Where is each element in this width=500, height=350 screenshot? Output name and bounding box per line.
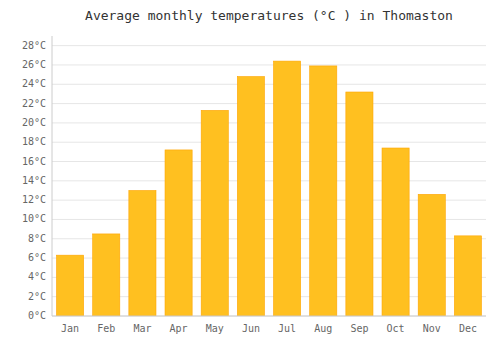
y-tick-label: 10°C: [22, 213, 46, 224]
grid: [52, 46, 486, 316]
y-tick-label: 18°C: [22, 136, 46, 147]
grid-line: [52, 64, 486, 65]
grid-line: [52, 316, 486, 317]
x-tick-label: Aug: [314, 323, 332, 334]
bar: [454, 236, 481, 316]
x-tick-label: Jun: [242, 323, 260, 334]
x-axis-line: [52, 316, 486, 317]
bar: [346, 92, 373, 316]
title: Average monthly temperatures (°C ) in Th…: [85, 8, 453, 23]
y-tick-label: 24°C: [22, 78, 46, 89]
chart: 0°C 2°C 4°C 6°C 8°C 10°C 12°C 14°C 16°C 18°C 20°C 2…: [0, 0, 500, 350]
y-tick-label: 4°C: [28, 271, 46, 282]
grid-line: [52, 122, 486, 123]
x-tick-label: Oct: [387, 323, 405, 334]
bar: [165, 150, 192, 316]
y-axis: 0°C 2°C 4°C 6°C 8°C 10°C 12°C 14°C 16°C 18°C 20°C 2…: [22, 36, 52, 321]
bar: [237, 77, 264, 316]
y-tick-label: 20°C: [22, 117, 46, 128]
y-tick-label: 8°C: [28, 233, 46, 244]
y-axis-line: [52, 36, 53, 316]
bar: [418, 194, 445, 316]
bar: [57, 255, 84, 316]
bar: [129, 190, 156, 316]
x-tick-label: Jul: [278, 323, 296, 334]
grid-line: [52, 180, 486, 181]
bar: [93, 234, 120, 316]
x-tick-label: Sep: [350, 323, 368, 334]
x-tick-label: Apr: [170, 323, 188, 334]
y-tick-label: 22°C: [22, 98, 46, 109]
y-tick-label: 0°C: [28, 310, 46, 321]
bar: [310, 66, 337, 316]
grid-line: [52, 84, 486, 85]
x-tick-label: Jan: [61, 323, 79, 334]
bar: [274, 61, 301, 316]
y-tick-label: 12°C: [22, 194, 46, 205]
bar: [201, 110, 228, 316]
x-tick-label: Feb: [97, 323, 115, 334]
x-tick-label: Dec: [459, 323, 477, 334]
grid-line: [52, 161, 486, 162]
x-tick-label: May: [206, 323, 224, 334]
grid-line: [52, 45, 486, 46]
y-tick-label: 6°C: [28, 252, 46, 263]
y-tick-label: 14°C: [22, 175, 46, 186]
y-tick-label: 2°C: [28, 291, 46, 302]
x-tick-label: Mar: [133, 323, 151, 334]
y-tick-label: 26°C: [22, 59, 46, 70]
y-tick-label: 16°C: [22, 156, 46, 167]
x-tick-label: Nov: [423, 323, 441, 334]
bars: [57, 61, 482, 316]
bar: [382, 148, 409, 316]
y-tick-label: 28°C: [22, 40, 46, 51]
grid-line: [52, 103, 486, 104]
grid-line: [52, 142, 486, 143]
x-axis: Jan Feb Mar Apr May Jun Jul Aug Sep Oct Nov Dec: [52, 316, 486, 334]
